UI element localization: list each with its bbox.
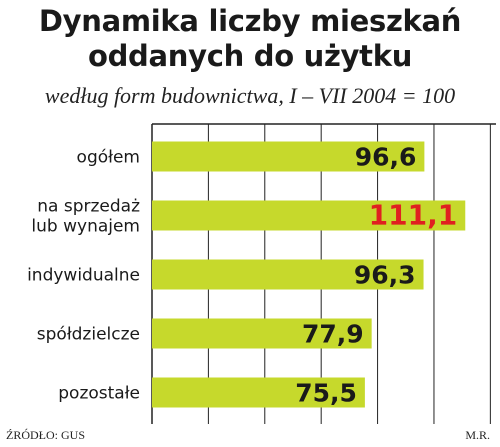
data-label: 75,5 <box>295 379 357 408</box>
category-label: spółdzielcze <box>37 325 140 345</box>
category-label: ogółem <box>77 148 140 168</box>
data-label: 111,1 <box>369 199 458 232</box>
bar <box>152 141 425 172</box>
author-credit: M.R. <box>465 428 490 442</box>
chart-subtitle: według form budownictwa, I – VII 2004 = … <box>44 83 456 108</box>
source-note: ŹRÓDŁO: GUS <box>6 428 86 442</box>
category-label: lub wynajem <box>31 217 140 237</box>
chart-title: Dynamika liczby mieszkań oddanych do uży… <box>0 4 500 74</box>
bar <box>152 318 372 349</box>
category-label: indywidualne <box>27 266 140 286</box>
data-label: 77,9 <box>302 320 364 349</box>
bar <box>152 259 424 290</box>
bar <box>152 200 466 231</box>
bar <box>152 377 365 408</box>
category-label: na sprzedaż <box>37 197 140 217</box>
data-label: 96,6 <box>355 143 417 172</box>
chart-title-line2: oddanych do użytku <box>87 39 413 73</box>
category-label: pozostałe <box>58 384 140 404</box>
chart-title-line1: Dynamika liczby mieszkań <box>38 4 462 38</box>
data-label: 96,3 <box>354 261 416 290</box>
